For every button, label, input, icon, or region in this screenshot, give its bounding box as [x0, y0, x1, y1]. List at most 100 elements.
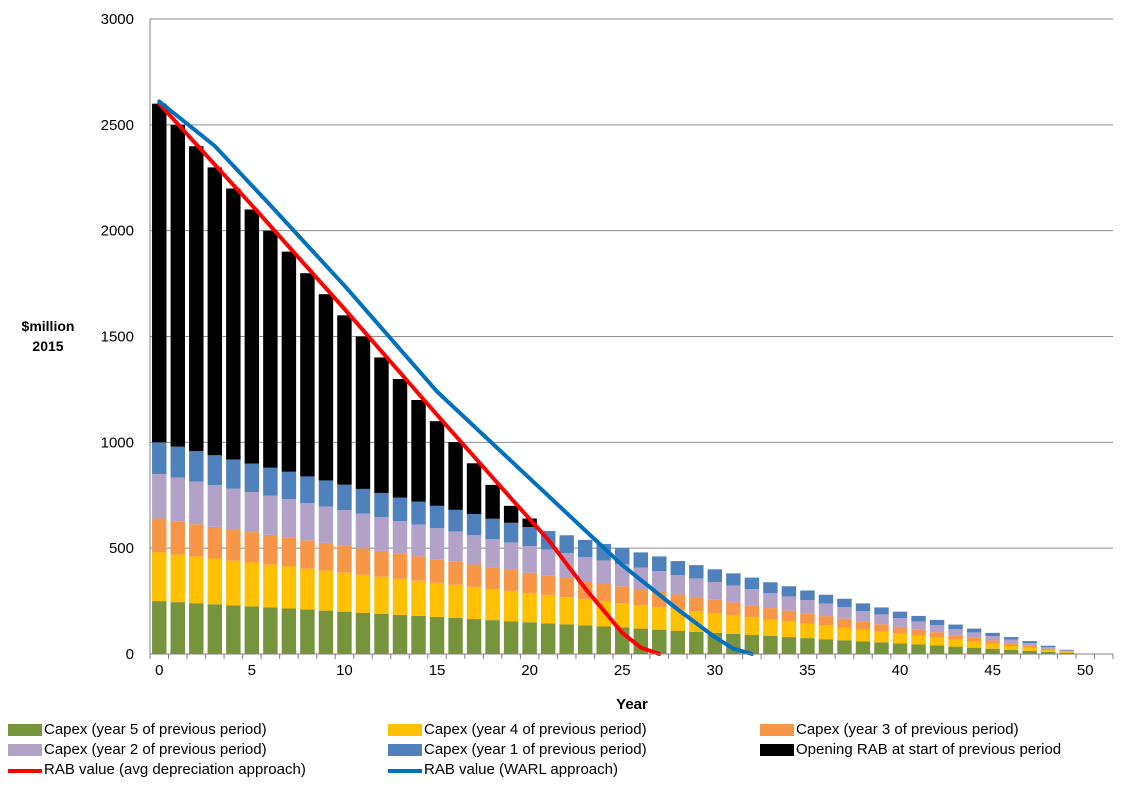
bar-segment: [559, 597, 574, 625]
bar-segment: [966, 641, 982, 648]
legend-label: Capex (year 3 of previous period): [796, 721, 1019, 738]
bar-segment: [300, 540, 315, 569]
bar-segment: [207, 455, 223, 486]
bar-segment: [374, 517, 389, 551]
bar-segment: [318, 294, 334, 481]
bar-segment: [392, 614, 408, 654]
x-tick-label: 30: [706, 662, 723, 679]
bar-segment: [1003, 649, 1019, 654]
bar-segment: [429, 421, 445, 506]
bar-segment: [466, 535, 482, 565]
bar-segment: [466, 564, 482, 587]
bar-segment: [337, 611, 352, 654]
bar-segment: [781, 637, 797, 654]
bar-segment: [281, 499, 297, 538]
x-tick-label: 5: [248, 662, 256, 679]
bar-segment: [411, 615, 426, 654]
bar-segment: [522, 593, 537, 623]
bar-segment: [652, 607, 667, 630]
bar-segment: [652, 571, 667, 592]
bar-segment: [633, 605, 648, 629]
bar-segment: [1040, 645, 1056, 648]
y-tick-label: 500: [109, 540, 134, 557]
bar-segment: [911, 629, 926, 636]
bar-segment: [374, 613, 389, 654]
bar-segment: [874, 631, 889, 643]
bar-segment: [596, 560, 611, 584]
bar-segment: [152, 518, 167, 553]
x-tick-label: 50: [1077, 662, 1094, 679]
bar-segment: [874, 642, 889, 654]
bar-segment: [1022, 647, 1037, 651]
bar-segment: [689, 578, 704, 598]
bar-segment: [633, 552, 648, 568]
bar-segment: [374, 492, 389, 518]
bar-segment: [411, 580, 426, 616]
bar-segment: [633, 589, 648, 606]
bar-segment: [466, 586, 482, 620]
bar-segment: [855, 641, 871, 654]
bar-segment: [152, 103, 167, 443]
bar-segment: [337, 315, 352, 485]
bar-segment: [485, 567, 500, 590]
bar-segment: [615, 586, 630, 604]
bar-segment: [948, 646, 963, 654]
bar-segment: [818, 603, 834, 617]
bar-segment: [707, 569, 723, 583]
bar-segment: [429, 559, 445, 583]
bar-segment: [966, 637, 982, 642]
bar-segment: [244, 492, 260, 533]
bar-segment: [744, 634, 760, 654]
bar-segment: [1022, 650, 1037, 654]
bar-segment: [207, 526, 223, 559]
bar-segment: [281, 471, 297, 500]
bar-segment: [355, 548, 371, 575]
bar-segment: [892, 643, 908, 654]
bar-segment: [263, 564, 278, 608]
bar-segment: [707, 613, 723, 633]
bar-segment: [781, 610, 797, 622]
x-tick-label: 40: [892, 662, 909, 679]
bar-segment: [892, 618, 908, 627]
bar-segment: [411, 524, 426, 557]
y-tick-label: 1000: [101, 434, 134, 451]
bar-segment: [189, 603, 204, 654]
legend-swatch: [760, 724, 794, 736]
bar-segment: [244, 209, 260, 464]
bar-segment: [189, 451, 204, 482]
bar-segment: [503, 569, 519, 591]
bar-segment: [355, 336, 371, 489]
bar-segment: [300, 476, 315, 504]
bar-segment: [1040, 648, 1056, 650]
bar-segment: [485, 518, 500, 540]
bar-segment: [281, 608, 297, 654]
legend-label: Capex (year 2 of previous period): [44, 741, 267, 758]
bar-segment: [577, 599, 593, 626]
bar-segment: [892, 626, 908, 634]
legend-label: RAB value (WARL approach): [424, 761, 618, 778]
bar-segment: [985, 632, 1000, 637]
bar-segment: [1040, 651, 1056, 654]
y-axis-title: $million 2015: [8, 316, 88, 356]
bar-segment: [300, 568, 315, 610]
series-lines: [157, 99, 754, 656]
bar-segment: [800, 623, 815, 639]
bar-segment: [670, 630, 686, 654]
bar-segment: [170, 446, 186, 478]
bar-segment: [207, 485, 223, 527]
bar-segment: [540, 594, 556, 624]
bar-segment: [226, 605, 241, 654]
bar-segment: [985, 640, 1000, 644]
bar-segment: [522, 546, 537, 573]
bar-segment: [1059, 651, 1074, 652]
bar-segment: [170, 477, 186, 522]
bar-segment: [429, 528, 445, 560]
bar-segment: [1059, 650, 1074, 652]
bar-segment: [337, 510, 352, 546]
bar-segment: [1003, 643, 1019, 646]
bar-segment: [1022, 645, 1037, 648]
bar-segment: [559, 535, 574, 554]
legend-swatch: [388, 744, 422, 756]
bar-segment: [929, 619, 945, 626]
bar-segment: [374, 357, 389, 493]
